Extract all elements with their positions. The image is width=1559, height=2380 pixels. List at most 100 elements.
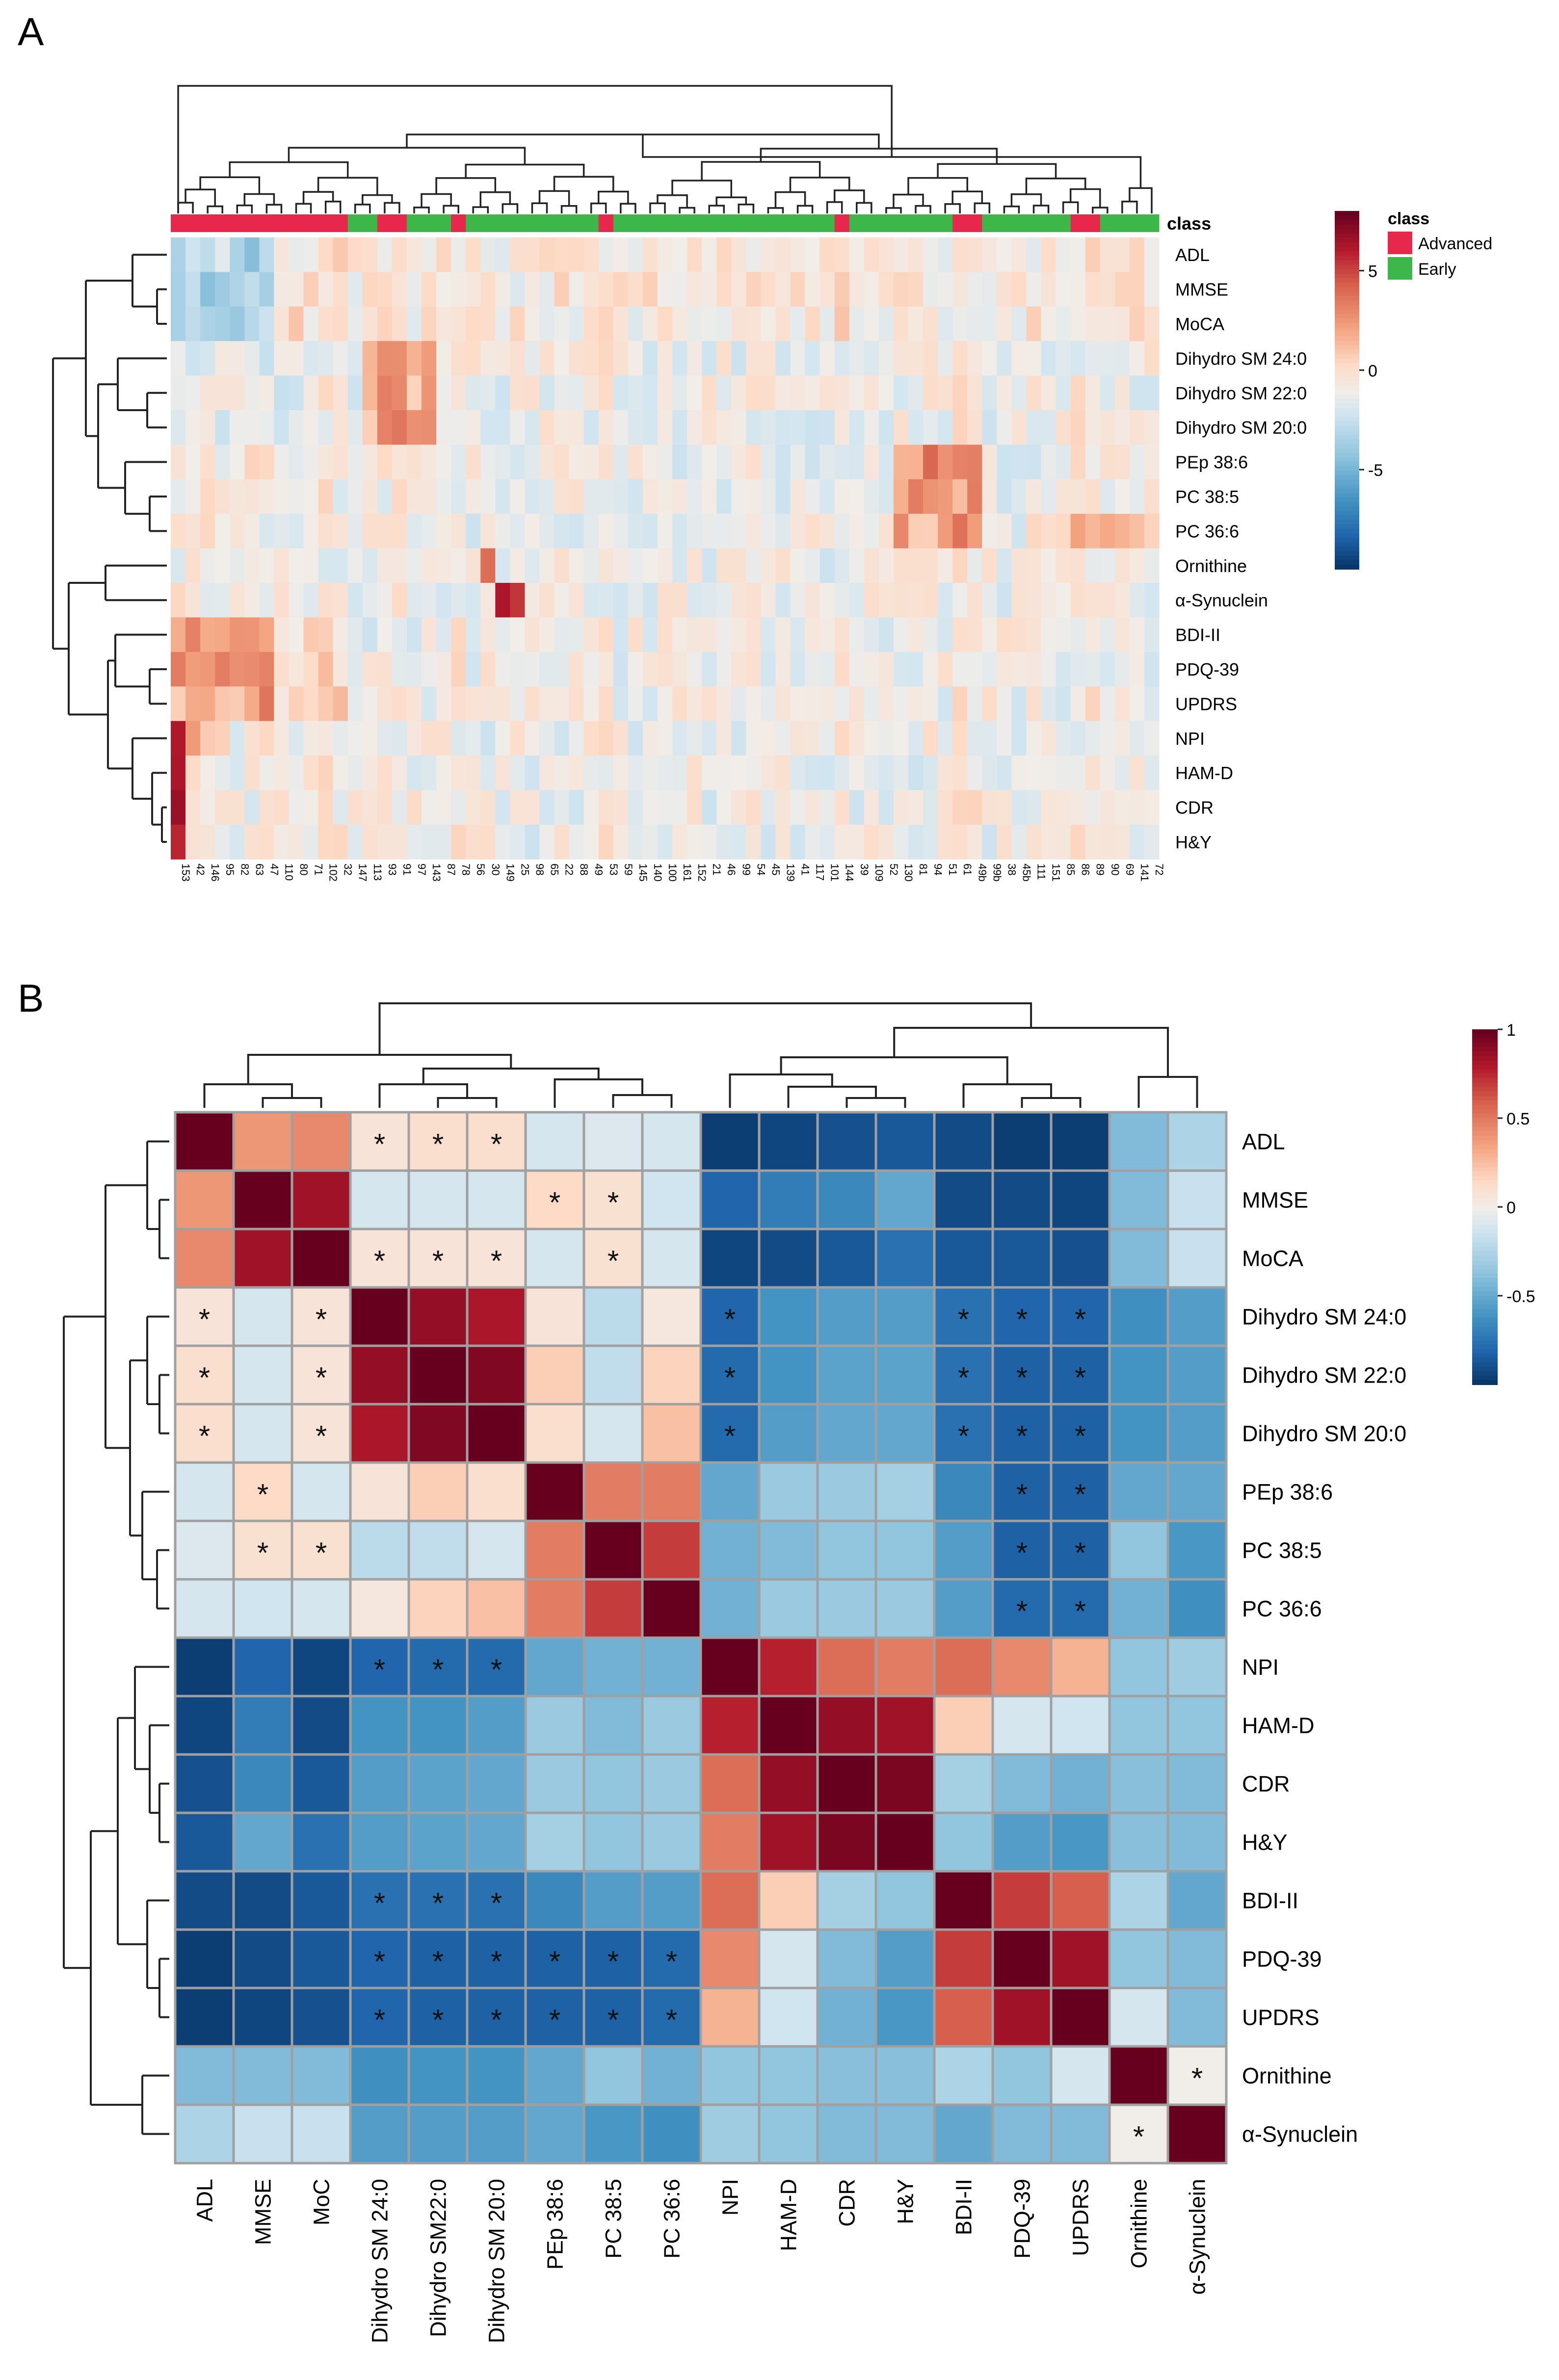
heatmap-cell <box>554 686 570 722</box>
heatmap-cell <box>554 341 570 376</box>
correlation-cell <box>582 1811 644 1873</box>
heatmap-cell <box>510 341 526 376</box>
class-cell <box>1041 214 1057 232</box>
heatmap-cell <box>1114 583 1130 618</box>
significance-star: * <box>491 1887 502 1920</box>
heatmap-cell <box>303 721 319 756</box>
heatmap-cell <box>716 375 732 411</box>
heatmap-cell <box>185 790 201 825</box>
class-cell <box>923 214 938 232</box>
dendrogram-branch <box>590 202 607 213</box>
correlation-cell <box>1108 1753 1169 1814</box>
heatmap-cell <box>466 375 481 411</box>
heatmap-cell <box>746 756 761 790</box>
colorbar-segment <box>1472 1264 1498 1270</box>
column-label-b: Dihydro SM 20:0 <box>484 2179 509 2343</box>
heatmap-cell <box>908 341 924 376</box>
heatmap-cell <box>451 548 466 583</box>
correlation-cell <box>1108 1344 1169 1406</box>
colorbar-segment <box>1335 430 1359 436</box>
heatmap-cell <box>982 410 997 445</box>
correlation-cell <box>641 1928 702 1989</box>
class-cell <box>510 214 525 232</box>
heatmap-cell <box>687 306 702 341</box>
heatmap-cell <box>923 375 938 411</box>
heatmap-cell <box>938 445 953 480</box>
heatmap-cell <box>1041 410 1057 445</box>
heatmap-cell <box>790 721 806 756</box>
heatmap-cell <box>333 445 348 480</box>
heatmap-cell <box>1041 237 1057 272</box>
heatmap-cell <box>539 306 555 341</box>
early-swatch <box>1388 257 1412 280</box>
heatmap-cell <box>1070 514 1086 549</box>
heatmap-cell <box>923 721 938 756</box>
colorbar-segment <box>1472 1318 1498 1323</box>
heatmap-cell <box>215 756 230 790</box>
heatmap-cell <box>406 686 422 722</box>
correlation-cell <box>582 1286 644 1347</box>
heatmap-cell <box>392 617 407 653</box>
heatmap-cell <box>628 237 643 272</box>
correlation-cell <box>174 1695 235 1756</box>
correlation-cell <box>1108 1228 1169 1289</box>
heatmap-cell <box>1114 721 1130 756</box>
heatmap-cell <box>805 583 820 618</box>
heatmap-cell <box>244 548 260 583</box>
heatmap-cell <box>864 824 879 860</box>
row-label-a: ADL <box>1175 245 1210 265</box>
heatmap-cell <box>436 272 451 307</box>
heatmap-cell <box>510 306 526 341</box>
heatmap-cell <box>303 479 319 514</box>
heatmap-cell <box>480 756 496 790</box>
heatmap-cell <box>628 410 643 445</box>
column-label-a: 61 <box>961 863 974 875</box>
heatmap-cell <box>805 272 820 307</box>
column-label-a: 59 <box>622 863 634 875</box>
heatmap-cell <box>215 514 230 549</box>
heatmap-cell <box>230 341 245 376</box>
colorbar-segment <box>1335 215 1359 221</box>
row-label-a: Dihydro SM 22:0 <box>1175 383 1307 403</box>
colorbar-segment <box>1335 479 1359 485</box>
column-label-a: 38 <box>1005 863 1018 875</box>
heatmap-cell <box>259 824 275 860</box>
colorbar-segment <box>1472 1131 1498 1137</box>
heatmap-cell <box>1114 686 1130 722</box>
correlation-cell <box>1166 1286 1228 1347</box>
colorbar-segment <box>1472 1216 1498 1221</box>
colorbar-segment <box>1335 363 1359 368</box>
heatmap-cell <box>938 824 953 860</box>
correlation-cell <box>699 1111 761 1172</box>
heatmap-cell <box>628 375 643 411</box>
heatmap-cell <box>230 824 245 860</box>
heatmap-cell <box>259 617 275 653</box>
heatmap-cell <box>864 617 879 653</box>
class-cell <box>1100 214 1115 232</box>
correlation-cell <box>933 1636 994 1698</box>
heatmap-cell <box>539 824 555 860</box>
heatmap-cell <box>1144 790 1160 825</box>
correlation-cell <box>466 1403 527 1464</box>
heatmap-cell <box>422 686 437 722</box>
heatmap-cell <box>1041 272 1057 307</box>
heatmap-cell <box>878 375 894 411</box>
column-label-a: 93 <box>386 863 398 875</box>
heatmap-cell <box>967 617 982 653</box>
class-cell <box>657 214 673 232</box>
column-label-a: 98 <box>533 863 546 875</box>
colorbar-segment <box>1335 394 1359 400</box>
significance-star: * <box>1191 2062 1203 2095</box>
heatmap-cell <box>849 583 865 618</box>
heatmap-cell <box>819 824 835 860</box>
colorbar-segment <box>1335 385 1359 391</box>
heatmap-cell <box>952 306 968 341</box>
heatmap-cell <box>1085 306 1101 341</box>
heatmap-cell <box>185 617 201 653</box>
heatmap-cell <box>908 617 924 653</box>
correlation-cell <box>699 1811 761 1873</box>
heatmap-cell <box>406 237 422 272</box>
heatmap-cell <box>819 652 835 687</box>
heatmap-cell <box>171 548 186 583</box>
